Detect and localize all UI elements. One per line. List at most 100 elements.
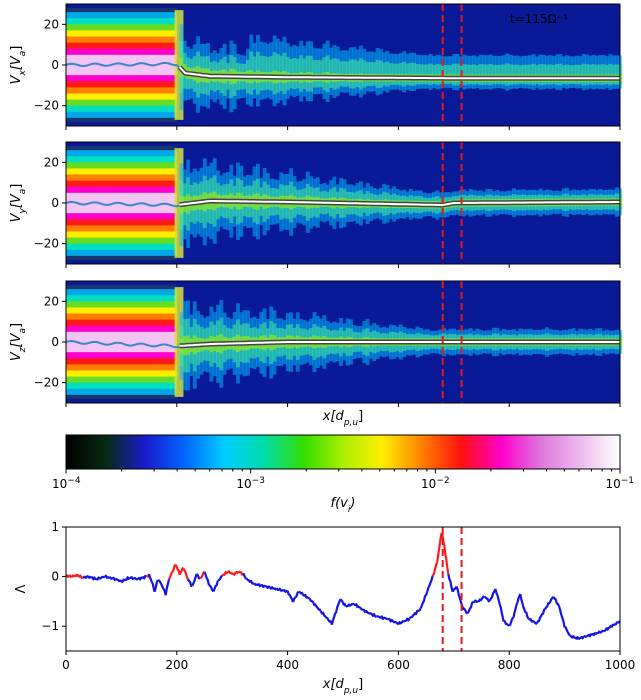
- lambda-segment: [298, 590, 311, 600]
- heatmap-panel-1: 20 0 −20 Vy[Va]: [9, 141, 623, 268]
- upstream-beam: [66, 146, 177, 260]
- lambda-segment: [397, 617, 411, 626]
- lambda-segment: [387, 617, 400, 626]
- plot-frame: [65, 526, 621, 652]
- mean-velocity-downstream: [179, 200, 620, 206]
- lambda-segment: [519, 593, 525, 606]
- lambda-segment: [544, 596, 555, 610]
- y-tick-label: −20: [34, 99, 59, 113]
- shock-front: [174, 287, 184, 397]
- colorbar-label: f(vi): [331, 496, 356, 515]
- lambda-segment: [76, 573, 83, 579]
- mean-velocity-downstream: [179, 341, 620, 347]
- lambda-segment: [217, 574, 223, 582]
- colorbar-tick-label: 10−1: [605, 476, 634, 491]
- lambda-segment: [364, 609, 377, 618]
- lambda-segment: [564, 626, 571, 637]
- colorbar-tick-label: 10−3: [236, 476, 265, 491]
- lambda-segment: [182, 568, 189, 580]
- lambda-segment: [431, 561, 439, 577]
- plot-background: [66, 527, 620, 651]
- panel-ylabel: Vx[Va]: [9, 46, 28, 85]
- spread-mid: [422, 64, 427, 85]
- lambda-segment: [610, 620, 621, 628]
- colorbar-gradient: [65, 434, 621, 470]
- lambda-segment: [512, 602, 519, 618]
- lambda-segment: [466, 600, 475, 614]
- heatmap-panel-0: 20 0 −20 Vx[Va] t=115Ω⁻¹: [9, 3, 623, 130]
- lambda-segment: [594, 629, 604, 635]
- x-tick-label: 600: [387, 658, 410, 672]
- lambda-segment: [137, 574, 148, 581]
- lambda-segment: [178, 567, 184, 576]
- lambda-segment: [292, 590, 300, 603]
- lambda-segment: [436, 532, 443, 563]
- lambda-segment: [484, 596, 491, 603]
- lambda-segment: [455, 586, 464, 607]
- lambda-segment: [148, 573, 153, 583]
- lambda-segment: [153, 579, 159, 593]
- lambda-segment: [472, 599, 479, 604]
- y-tick-label: 0: [51, 335, 59, 349]
- y-tick-label: 1: [51, 520, 59, 534]
- lambda-segment: [245, 577, 255, 585]
- lambda-segment: [160, 583, 167, 596]
- lambda-segment: [319, 610, 333, 626]
- y-tick-label: 0: [51, 196, 59, 210]
- lambda-xlabel: x[dp,u]: [322, 677, 363, 696]
- lambda-segment: [103, 574, 117, 582]
- lambda-segment: [191, 573, 198, 587]
- lambda-segment: [488, 588, 497, 602]
- lambda-segment: [265, 585, 278, 591]
- upstream-beam: [66, 285, 177, 399]
- lambda-segment: [164, 579, 171, 596]
- lambda-segment: [286, 590, 295, 603]
- lambda-segment: [232, 570, 240, 576]
- spread-mid: [445, 65, 450, 84]
- lambda-segment: [558, 605, 566, 628]
- lambda-segment: [242, 572, 247, 580]
- mean-velocity-upstream: [65, 339, 180, 349]
- lambda-segment: [339, 598, 347, 608]
- y-tick-label: 20: [44, 294, 59, 308]
- x-tick-label: 800: [498, 658, 521, 672]
- lambda-segment: [408, 607, 422, 620]
- lambda-segment: [461, 605, 468, 615]
- lambda-segment: [65, 574, 73, 579]
- lambda-segment: [174, 564, 181, 576]
- shock-front: [174, 10, 184, 120]
- mean-velocity-upstream: [65, 200, 180, 208]
- lambda-segment: [115, 577, 123, 583]
- time-annotation: t=115Ω⁻¹: [510, 12, 568, 26]
- lambda-segment: [569, 634, 580, 640]
- lambda-segment: [477, 595, 485, 603]
- y-tick-label: 20: [44, 155, 59, 169]
- x-tick-label: 200: [165, 658, 188, 672]
- x-tick-label: 1000: [605, 658, 636, 672]
- lambda-segment: [527, 617, 538, 625]
- y-tick-label: −20: [34, 237, 59, 251]
- velocity-panels: 20 0 −20 Vx[Va] t=115Ω⁻¹ 20 0 −20 Vy[Va] 20 0 −20 Vz…: [9, 3, 623, 428]
- y-tick-label: −1: [41, 619, 59, 633]
- lambda-segment: [535, 608, 546, 624]
- lambda-segment: [419, 591, 429, 609]
- lambda-segment: [586, 632, 597, 638]
- lambda-segment: [227, 570, 234, 575]
- lambda-segment: [552, 596, 561, 607]
- lambda-segment: [129, 576, 139, 581]
- y-tick-label: 0: [51, 58, 59, 72]
- lambda-segment: [376, 615, 388, 621]
- panel-ylabel: Vy[Va]: [9, 184, 28, 223]
- lambda-segment: [508, 616, 515, 627]
- lambda-line-plot: 1 0 −1 0 200 400 600 800 1000 Λx[dp,u]: [14, 520, 635, 696]
- colorbar-tick-label: 10−2: [421, 476, 450, 491]
- spread-mid: [342, 61, 347, 87]
- lambda-segment: [308, 598, 322, 612]
- heatmap-panel-2: 20 0 −20 Vz[Va] x[dp,u]: [9, 280, 623, 428]
- lambda-segment: [82, 574, 89, 579]
- lambda-segment: [345, 602, 355, 608]
- lambda-segment: [330, 599, 342, 625]
- lambda-segment: [87, 575, 97, 581]
- lambda-segment: [186, 578, 193, 587]
- lambda-segment: [443, 546, 450, 575]
